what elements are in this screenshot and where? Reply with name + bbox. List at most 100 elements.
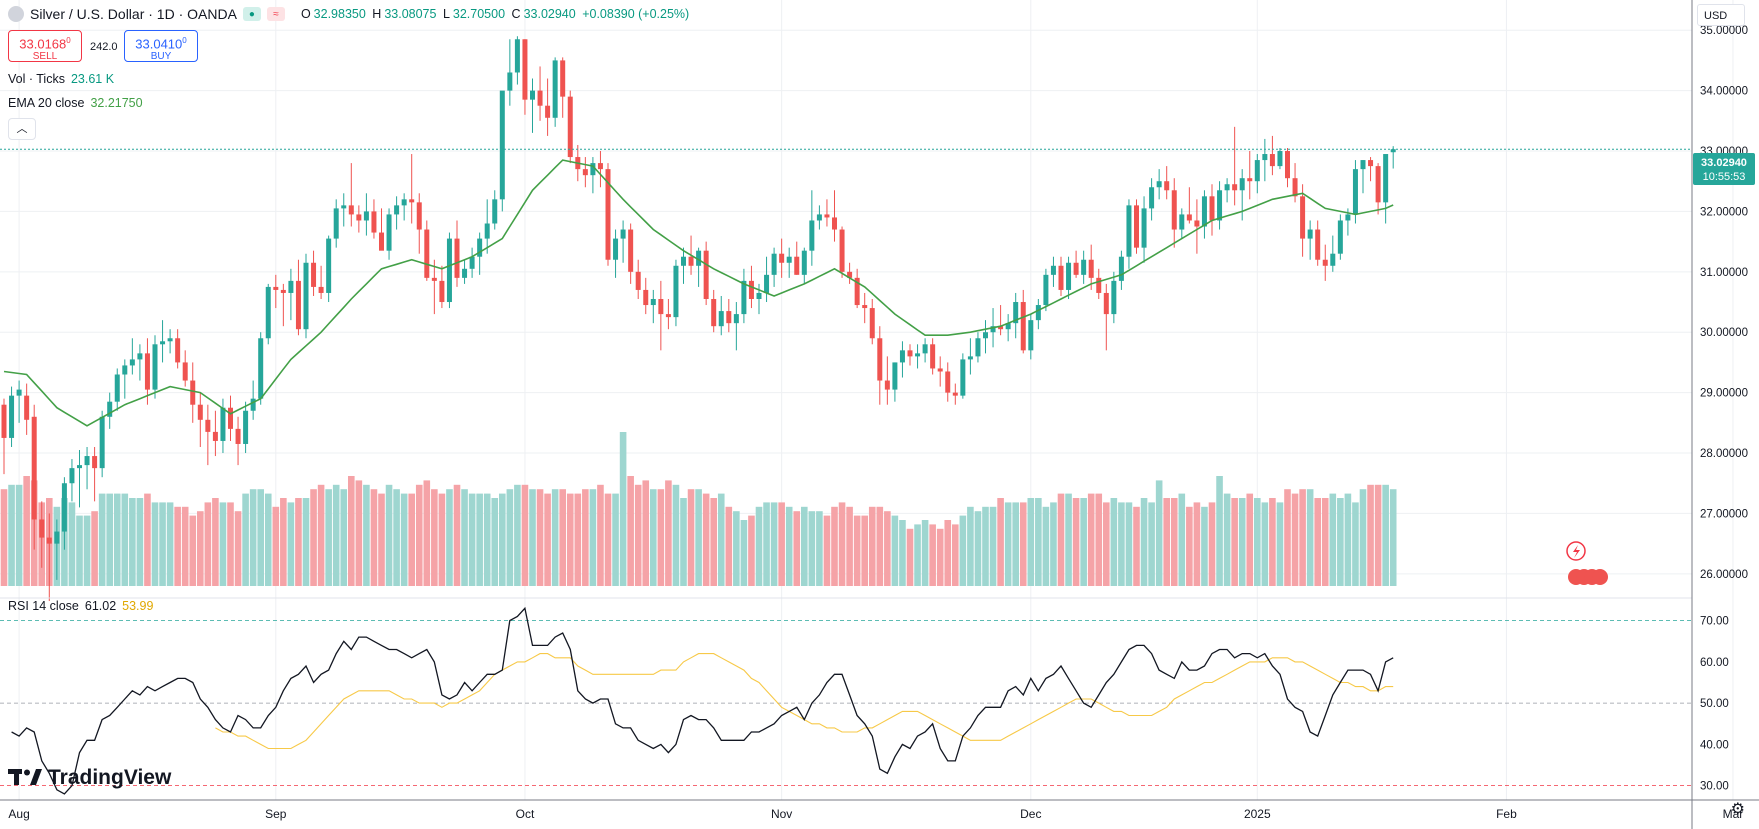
- rsi-ma-legend-value: 53.99: [122, 599, 154, 613]
- ema-legend[interactable]: EMA 20 close 32.21750: [8, 96, 143, 110]
- volume-bar: [1118, 502, 1125, 586]
- candle: [983, 332, 988, 339]
- volume-bar: [959, 515, 967, 586]
- candle: [1194, 220, 1200, 227]
- candle: [907, 350, 913, 357]
- candle: [371, 211, 377, 233]
- countdown: 10:55:53: [1703, 171, 1746, 183]
- volume-bar: [483, 493, 491, 586]
- high-value: 33.08075: [384, 7, 437, 21]
- candle: [1352, 169, 1358, 215]
- change-value: +0.08390 (+0.25%): [582, 7, 690, 21]
- candle: [1254, 160, 1260, 182]
- candle: [597, 163, 603, 170]
- volume-bar: [453, 484, 461, 586]
- event-markers[interactable]: [1566, 541, 1608, 585]
- volume-bar: [853, 515, 861, 586]
- candle: [771, 253, 777, 275]
- volume-bar: [1095, 493, 1103, 586]
- last-price-label: 33.02940 10:55:53: [1693, 153, 1755, 185]
- volume-bar: [687, 489, 695, 586]
- volume-bar: [295, 498, 302, 586]
- candle: [937, 368, 943, 372]
- volume-bar: [355, 480, 363, 586]
- volume-bar: [521, 484, 529, 586]
- volume-legend[interactable]: Vol · Ticks 23.61 K: [8, 72, 114, 86]
- lightning-glyph: [1573, 545, 1580, 558]
- volume-bar: [408, 493, 415, 586]
- candle: [869, 308, 875, 339]
- rsi-axis[interactable]: 70.00 60.00 50.00 40.00 30.00: [1700, 616, 1729, 793]
- volume-bar: [1065, 493, 1072, 586]
- signal-icon[interactable]: ≈: [266, 7, 285, 21]
- volume-bar: [748, 515, 755, 586]
- price-axis[interactable]: 35.0000034.0000033.0000032.0000031.00000…: [1700, 25, 1748, 581]
- rsi-tick-label: 70.00: [1700, 616, 1729, 628]
- volume-bar: [174, 506, 181, 586]
- candle: [1171, 190, 1177, 230]
- candle: [235, 428, 241, 444]
- candle: [190, 380, 196, 405]
- symbol-title[interactable]: Silver / U.S. Dollar · 1D · OANDA: [30, 6, 237, 22]
- buy-button[interactable]: 33.04100 BUY: [124, 30, 198, 62]
- buy-label: BUY: [150, 51, 172, 63]
- candle: [726, 311, 732, 324]
- price-tick-label: 31.00000: [1700, 267, 1748, 279]
- volume-bar: [310, 489, 317, 586]
- volume-bar: [423, 480, 431, 586]
- eye-icon[interactable]: ●: [242, 7, 261, 21]
- candle: [779, 253, 785, 263]
- close-value: 33.02940: [523, 7, 576, 21]
- candle: [613, 238, 619, 260]
- candle: [628, 229, 634, 272]
- candle: [228, 407, 233, 429]
- candle: [258, 338, 264, 399]
- volume-bar: [91, 511, 98, 586]
- volume-bar: [566, 493, 574, 586]
- low-label: L: [442, 7, 450, 21]
- volume-bar: [1004, 502, 1012, 586]
- gear-icon[interactable]: ⚙: [1730, 801, 1745, 818]
- volume-bar: [1133, 506, 1140, 586]
- volume-bar: [650, 489, 657, 586]
- volume-bar: [219, 502, 227, 586]
- volume-bar: [144, 493, 151, 586]
- sell-button[interactable]: 33.01680 SELL: [8, 30, 82, 62]
- candle: [1322, 259, 1328, 266]
- volume-bar: [1276, 502, 1284, 586]
- candle: [61, 483, 67, 532]
- candle: [341, 205, 347, 209]
- candle: [930, 344, 936, 369]
- candle: [522, 39, 528, 100]
- volume-bar: [597, 484, 604, 586]
- tradingview-logo[interactable]: TradingView: [8, 766, 171, 790]
- volume-bar: [1201, 506, 1208, 586]
- symbol-icon[interactable]: [8, 6, 24, 22]
- rsi-legend[interactable]: RSI 14 close 61.02 53.99: [8, 599, 153, 613]
- volume-bar: [544, 493, 551, 586]
- candle: [394, 205, 400, 215]
- time-axis[interactable]: Aug Sep Oct Nov Dec 2025 Feb Mar: [8, 807, 1743, 821]
- candle: [243, 410, 249, 444]
- candle: [1013, 302, 1019, 324]
- volume-bar: [1389, 489, 1397, 586]
- volume-bar: [1291, 493, 1299, 586]
- candle: [197, 404, 203, 420]
- candle: [552, 60, 558, 118]
- volume-bar: [1314, 498, 1321, 586]
- volume-bar: [1178, 493, 1186, 586]
- us-flag-icon[interactable]: [1592, 569, 1608, 585]
- rsi-line: [11, 606, 1394, 795]
- candle: [1269, 154, 1275, 167]
- volume-bar: [574, 493, 582, 586]
- volume-bar: [491, 498, 499, 586]
- collapse-legend-button[interactable]: ︿: [8, 118, 36, 140]
- price-tick-label: 34.00000: [1700, 86, 1748, 98]
- volume-bar: [1344, 493, 1352, 586]
- candle: [401, 199, 407, 206]
- candle: [590, 163, 596, 176]
- currency-selector[interactable]: USD: [1697, 4, 1745, 26]
- time-tick-label: Dec: [1020, 807, 1041, 821]
- candle: [1134, 205, 1139, 248]
